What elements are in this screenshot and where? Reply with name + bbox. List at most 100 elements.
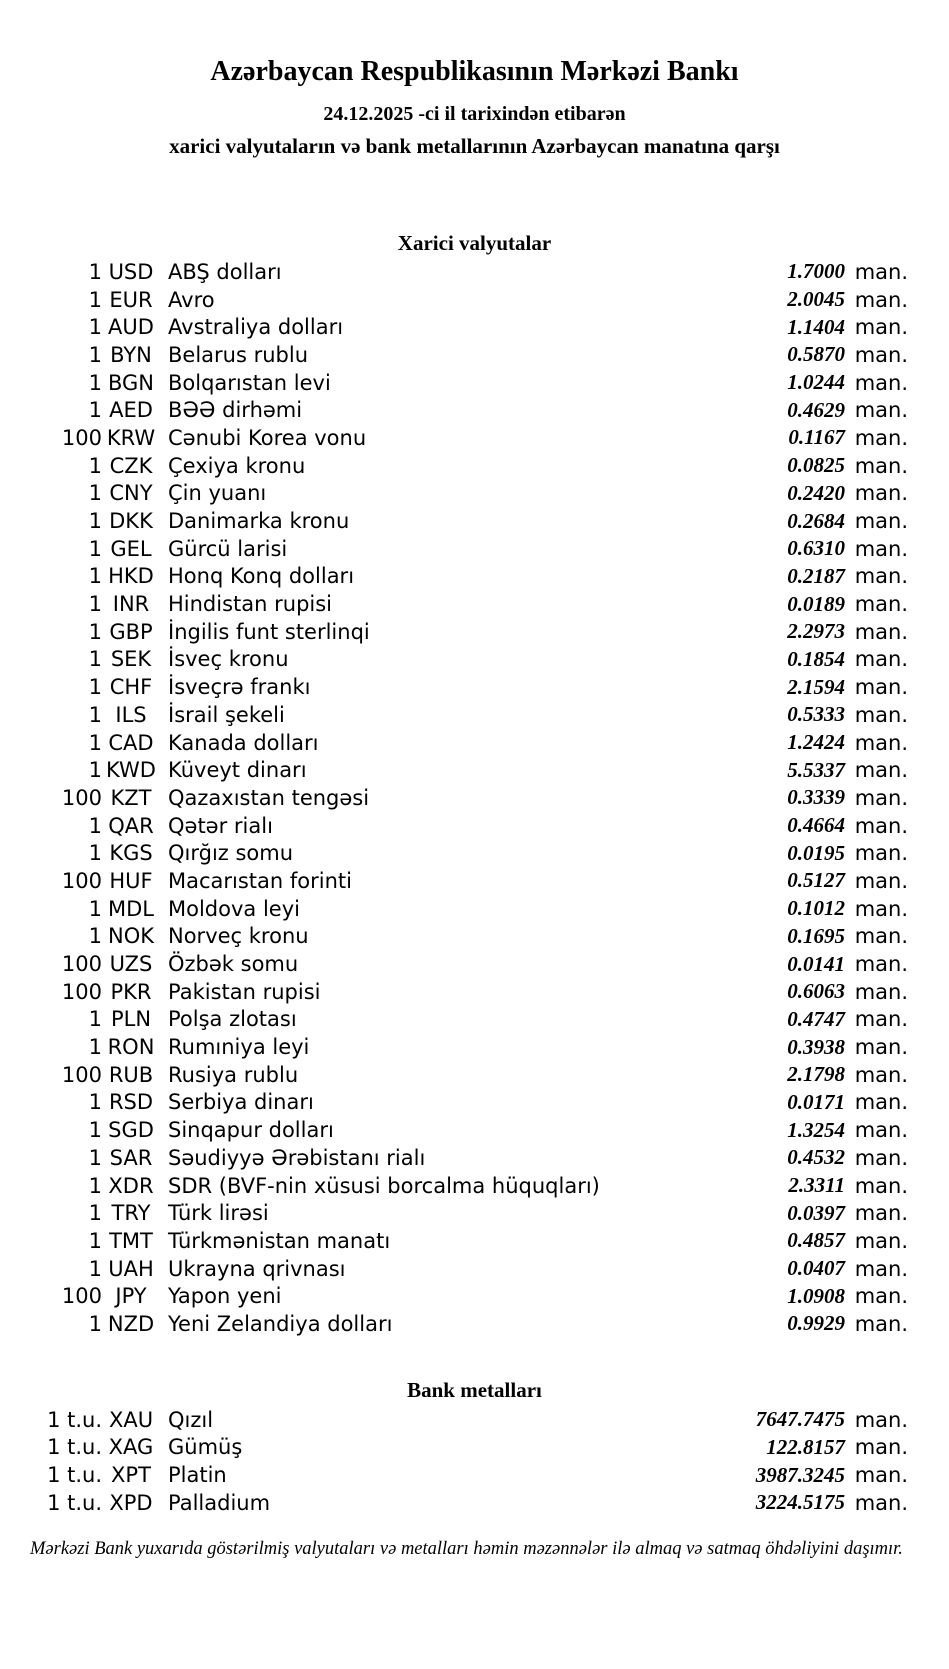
- currency-name: Çexiya kronu: [168, 453, 306, 478]
- unit-label: man.: [854, 1173, 908, 1198]
- unit-label: man.: [854, 1007, 908, 1032]
- currency-code: KWD: [106, 758, 156, 783]
- exchange-rate-bulletin: Azərbaycan Respublikasının Mərkəzi Bankı…: [0, 56, 949, 1669]
- unit-label: man.: [854, 1090, 908, 1115]
- currency-code: RSD: [108, 1090, 154, 1115]
- unit-label: man.: [854, 1490, 908, 1515]
- rate-row: 100 PKR Pakistan rupisi 0.6063 man.: [0, 978, 908, 1006]
- currency-name: Yeni Zelandiya dolları: [168, 1311, 393, 1336]
- unit-label: man.: [854, 425, 908, 450]
- rate-value: 2.0045: [787, 287, 845, 312]
- rate-value: 0.4664: [787, 813, 845, 838]
- unit-label: man.: [854, 730, 908, 755]
- rate-value: 0.1167: [788, 425, 845, 450]
- unit-label: man.: [854, 370, 908, 395]
- currency-name: Danimarka kronu: [168, 509, 350, 534]
- unit-label: man.: [854, 287, 908, 312]
- currency-name: SDR (BVF-nin xüsusi borcalma hüquqları): [168, 1173, 600, 1198]
- metals-section-heading: Bank metalları: [407, 1377, 542, 1402]
- unit-label: man.: [854, 896, 908, 921]
- unit-label: man.: [854, 813, 908, 838]
- unit-label: man.: [854, 1463, 908, 1488]
- rate-row: 1 AUD Avstraliya dolları 1.1404 man.: [0, 313, 908, 341]
- rate-value: 0.3339: [787, 785, 845, 810]
- quantity: 1: [88, 453, 102, 478]
- quantity: 1 t.u.: [47, 1490, 102, 1515]
- rate-value: 0.1695: [787, 923, 845, 948]
- currency-name: BƏƏ dirhəmi: [168, 398, 303, 423]
- unit-label: man.: [854, 702, 908, 727]
- quantity: 1: [88, 315, 102, 340]
- currency-rate-table: 1 USD ABŞ dolları 1.7000 man. 1 EUR Avro…: [0, 258, 908, 1338]
- rate-row: 1 EUR Avro 2.0045 man.: [0, 286, 908, 314]
- quantity: 1: [88, 287, 102, 312]
- rate-value: 0.5333: [787, 702, 845, 727]
- rate-value: 0.0825: [787, 453, 845, 478]
- rate-value: 1.7000: [787, 259, 845, 284]
- rate-value: 0.0171: [787, 1089, 845, 1114]
- unit-label: man.: [854, 1228, 908, 1253]
- currency-name: İsveç kronu: [168, 647, 289, 672]
- rate-value: 0.2684: [787, 508, 845, 533]
- currency-name: Türkmənistan manatı: [168, 1228, 391, 1253]
- rate-row: 1 XDR SDR (BVF-nin xüsusi borcalma hüquq…: [0, 1172, 908, 1200]
- currency-code: KGS: [109, 841, 153, 866]
- currency-code: XAG: [108, 1435, 154, 1460]
- quantity: 1: [88, 370, 102, 395]
- unit-label: man.: [854, 1311, 908, 1336]
- rate-row: 100 KRW Cənubi Korea vonu 0.1167 man.: [0, 424, 908, 452]
- currency-code: JPY: [115, 1284, 147, 1309]
- rate-value: 0.9929: [787, 1311, 845, 1336]
- unit-label: man.: [854, 509, 908, 534]
- effective-date-line: 24.12.2025 -ci il tarixindən etibarən: [323, 103, 626, 125]
- currency-name: Platin: [168, 1463, 227, 1488]
- quantity: 100: [61, 868, 102, 893]
- currency-code: GEL: [110, 536, 152, 561]
- quantity: 100: [61, 785, 102, 810]
- unit-label: man.: [854, 536, 908, 561]
- metals-rate-table: 1 t.u. XAU Qızıl 7647.7475 man. 1 t.u. X…: [0, 1406, 908, 1517]
- unit-label: man.: [854, 1407, 908, 1432]
- currency-name: Bolqarıstan levi: [168, 370, 331, 395]
- currency-name: Sinqapur dolları: [168, 1118, 334, 1143]
- currency-code: RUB: [108, 1062, 154, 1087]
- page-title: Azərbaycan Respublikasının Mərkəzi Bankı: [210, 56, 739, 87]
- unit-label: man.: [854, 841, 908, 866]
- quantity: 1: [88, 1090, 102, 1115]
- rate-row: 1 HKD Honq Konq dolları 0.2187 man.: [0, 563, 908, 591]
- currency-code: RON: [107, 1035, 155, 1060]
- unit-label: man.: [854, 481, 908, 506]
- unit-label: man.: [854, 868, 908, 893]
- unit-label: man.: [854, 1435, 908, 1460]
- rate-value: 0.4629: [787, 397, 845, 422]
- rate-value: 0.4532: [787, 1145, 845, 1170]
- currency-code: PLN: [110, 1007, 152, 1032]
- unit-label: man.: [854, 924, 908, 949]
- rate-row: 1 BGN Bolqarıstan levi 1.0244 man.: [0, 369, 908, 397]
- unit-label: man.: [854, 675, 908, 700]
- quantity: 100: [61, 1284, 102, 1309]
- quantity: 1: [88, 342, 102, 367]
- currency-name: Palladium: [168, 1490, 271, 1515]
- quantity: 1: [88, 1201, 102, 1226]
- unit-label: man.: [854, 592, 908, 617]
- currency-name: Gümüş: [168, 1435, 243, 1460]
- currency-name: Macarıstan forinti: [168, 868, 352, 893]
- quantity: 1: [88, 730, 102, 755]
- rate-value: 0.4857: [787, 1228, 845, 1253]
- currency-code: SAR: [109, 1145, 153, 1170]
- currency-name: Rusiya rublu: [168, 1062, 299, 1087]
- rate-value: 1.2424: [787, 730, 845, 755]
- currency-code: CAD: [108, 730, 154, 755]
- currency-code: SEK: [110, 647, 152, 672]
- currency-name: Kanada dolları: [168, 730, 319, 755]
- rate-row: 1 SGD Sinqapur dolları 1.3254 man.: [0, 1116, 908, 1144]
- unit-label: man.: [854, 785, 908, 810]
- rate-row: 1 AED BƏƏ dirhəmi 0.4629 man.: [0, 396, 908, 424]
- rate-value: 0.5870: [787, 342, 845, 367]
- rate-value: 0.0141: [787, 951, 845, 976]
- currency-name: Serbiya dinarı: [168, 1090, 314, 1115]
- currency-name: Gürcü larisi: [168, 536, 288, 561]
- rate-value: 2.1798: [787, 1062, 845, 1087]
- currency-code: BYN: [110, 342, 152, 367]
